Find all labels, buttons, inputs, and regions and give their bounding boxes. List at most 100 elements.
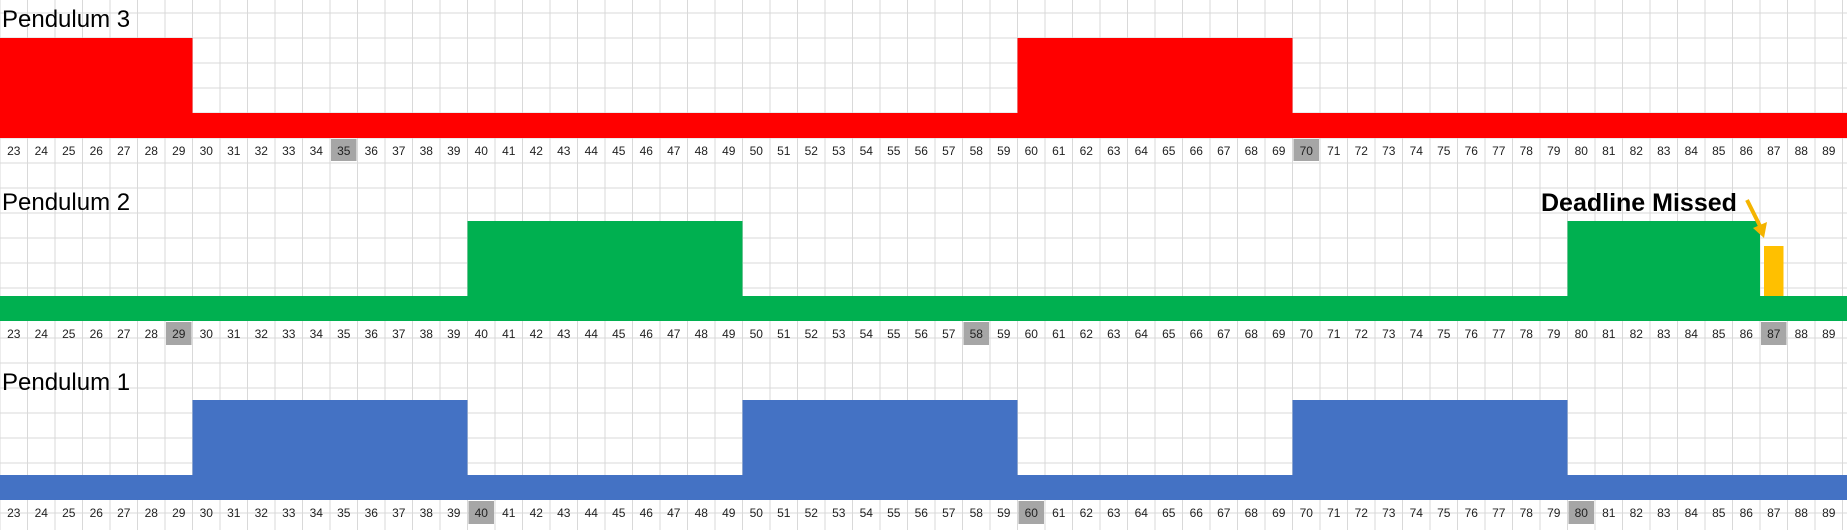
- tick-label: 84: [1685, 144, 1699, 158]
- tick-label: 55: [887, 144, 901, 158]
- tick-label: 44: [585, 144, 599, 158]
- tick-label: 67: [1217, 144, 1231, 158]
- tick-label: 38: [420, 144, 434, 158]
- tick-label: 68: [1245, 144, 1259, 158]
- tick-label: 51: [777, 506, 791, 520]
- tick-label: 32: [255, 144, 269, 158]
- tick-label: 87: [1767, 506, 1781, 520]
- tick-label: 63: [1107, 506, 1121, 520]
- tick-label: 29: [172, 506, 186, 520]
- tick-label: 58: [970, 327, 984, 341]
- tick-label: 74: [1410, 506, 1424, 520]
- tick-label: 54: [860, 327, 874, 341]
- tick-label: 77: [1492, 144, 1506, 158]
- tick-label: 58: [970, 144, 984, 158]
- tick-label: 71: [1327, 506, 1341, 520]
- tick-label: 72: [1355, 506, 1369, 520]
- tick-label: 32: [255, 327, 269, 341]
- tick-label: 54: [860, 506, 874, 520]
- tick-label: 73: [1382, 327, 1396, 341]
- tick-label: 82: [1630, 506, 1644, 520]
- tick-label: 51: [777, 327, 791, 341]
- tick-label: 25: [62, 144, 76, 158]
- tick-label: 33: [282, 327, 296, 341]
- tick-label: 75: [1437, 144, 1451, 158]
- tick-label: 42: [530, 144, 544, 158]
- tick-label: 43: [557, 327, 571, 341]
- tick-label: 73: [1382, 506, 1396, 520]
- tick-label: 79: [1547, 144, 1561, 158]
- tick-label: 27: [117, 144, 131, 158]
- tick-label: 69: [1272, 327, 1286, 341]
- tick-label: 62: [1080, 144, 1094, 158]
- tick-label: 57: [942, 144, 956, 158]
- tick-label: 39: [447, 506, 461, 520]
- tick-highlight: [468, 501, 494, 524]
- tick-label: 49: [722, 144, 736, 158]
- tick-label: 64: [1135, 144, 1149, 158]
- pendulum-3-panel: 23 24 25 26 27 28 29 30 31 32 33 34 35 36 37 38 39 40 41 42…: [0, 6, 1847, 161]
- pendulum-1-title: Pendulum 1: [2, 369, 130, 396]
- tick-label: 37: [392, 506, 406, 520]
- tick-label: 41: [502, 327, 516, 341]
- tick-label: 40: [475, 144, 489, 158]
- tick-label: 56: [915, 144, 929, 158]
- tick-label: 60: [1025, 506, 1039, 520]
- tick-label: 44: [585, 506, 599, 520]
- tick-label: 40: [475, 327, 489, 341]
- tick-label: 76: [1465, 144, 1479, 158]
- tick-label: 50: [750, 327, 764, 341]
- tick-label: 87: [1767, 327, 1781, 341]
- tick-label: 39: [447, 144, 461, 158]
- tick-label: 25: [62, 506, 76, 520]
- tick-label: 55: [887, 506, 901, 520]
- tick-label: 73: [1382, 144, 1396, 158]
- tick-label: 53: [832, 327, 846, 341]
- tick-label: 86: [1740, 144, 1754, 158]
- tick-label: 27: [117, 506, 131, 520]
- tick-label: 89: [1822, 144, 1836, 158]
- tick-label: 35: [337, 327, 351, 341]
- tick-label: 65: [1162, 144, 1176, 158]
- tick-label: 43: [557, 144, 571, 158]
- tick-label: 88: [1795, 144, 1809, 158]
- tick-label: 33: [282, 506, 296, 520]
- tick-label: 43: [557, 506, 571, 520]
- tick-label: 47: [667, 327, 681, 341]
- tick-label: 46: [640, 144, 654, 158]
- tick-label: 45: [612, 144, 626, 158]
- tick-highlight: [1293, 139, 1319, 161]
- tick-label: 33: [282, 144, 296, 158]
- tick-label: 79: [1547, 506, 1561, 520]
- tick-label: 47: [667, 144, 681, 158]
- tick-label: 85: [1712, 144, 1726, 158]
- tick-label: 70: [1300, 144, 1314, 158]
- tick-label: 41: [502, 144, 516, 158]
- pendulum-1-panel: 23 24 25 26 27 28 29 30 31 32 33 34 35 36 37 38 39 40 41 42…: [0, 369, 1847, 524]
- tick-label: 49: [722, 506, 736, 520]
- tick-label: 60: [1025, 327, 1039, 341]
- active-interval-bar: [1567, 221, 1760, 321]
- tick-label: 80: [1575, 144, 1589, 158]
- active-interval-bar: [1292, 400, 1568, 500]
- deadline-arrow-icon: [1745, 199, 1763, 229]
- tick-label: 60: [1025, 144, 1039, 158]
- tick-label: 35: [337, 144, 351, 158]
- tick-label: 37: [392, 144, 406, 158]
- baseline-bar: [0, 113, 1847, 138]
- tick-label: 61: [1052, 506, 1066, 520]
- tick-label: 49: [722, 327, 736, 341]
- tick-label: 42: [530, 506, 544, 520]
- tick-label: 78: [1520, 327, 1534, 341]
- tick-label: 84: [1685, 327, 1699, 341]
- tick-label: 86: [1740, 327, 1754, 341]
- tick-label: 27: [117, 327, 131, 341]
- tick-label: 78: [1520, 144, 1534, 158]
- tick-label: 31: [227, 144, 241, 158]
- tick-label: 52: [805, 144, 819, 158]
- tick-highlight: [331, 139, 357, 161]
- tick-label: 66: [1190, 144, 1204, 158]
- tick-label: 86: [1740, 506, 1754, 520]
- tick-label: 30: [200, 327, 214, 341]
